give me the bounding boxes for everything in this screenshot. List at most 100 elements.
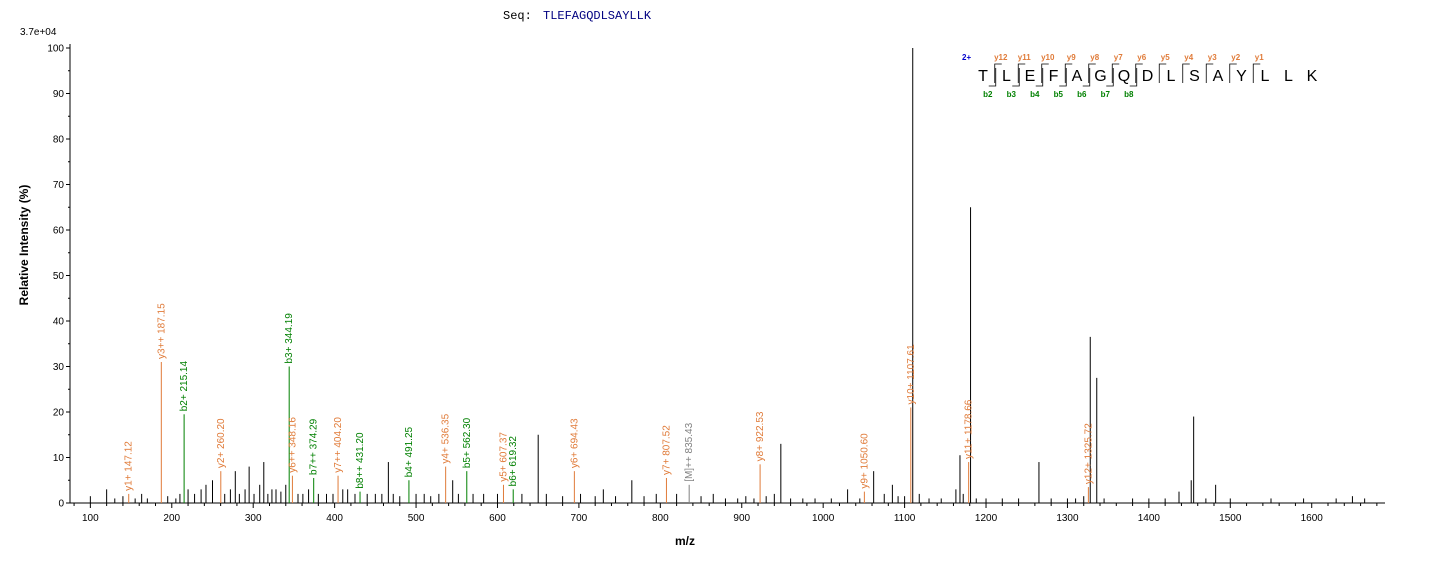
x-tick-label: 700 <box>571 513 588 524</box>
y-fragment-bracket <box>1205 63 1214 83</box>
peak-annotation: y5+ 607.37 <box>498 432 509 482</box>
y-tick-label: 70 <box>53 180 65 191</box>
peaks-layer <box>89 48 1366 503</box>
sequence-residue: E <box>1025 68 1036 85</box>
sequence-residue: Q <box>1118 68 1130 85</box>
b-fragment-label: b7 <box>1101 90 1111 99</box>
y-tick-label: 90 <box>53 89 65 100</box>
b-fragment-bracket <box>1035 68 1044 87</box>
x-tick-label: 900 <box>733 513 750 524</box>
peak-annotation: y6++ 348.16 <box>287 417 298 473</box>
peak-annotation: y9+ 1050.60 <box>859 433 870 489</box>
x-tick-label: 1500 <box>1219 513 1242 524</box>
x-tick-label: 1600 <box>1301 513 1324 524</box>
y-tick-label: 40 <box>53 317 65 328</box>
peak-annotation: y11+ 1178.66 <box>964 399 975 459</box>
seq-value: TLEFAGQDLSAYLLK <box>543 9 652 23</box>
x-tick-label: 200 <box>163 513 180 524</box>
y-fragment-bracket <box>1017 63 1026 83</box>
b-fragment-bracket <box>988 68 997 87</box>
y-tick-label: 60 <box>53 226 65 237</box>
sequence-residue: T <box>978 68 988 85</box>
x-tick-label: 400 <box>326 513 343 524</box>
y-fragment-bracket <box>1182 63 1190 83</box>
y-fragment-label: y8 <box>1090 53 1099 62</box>
peak-annotation: y1+ 147.12 <box>124 441 135 491</box>
y-tick-label: 0 <box>58 499 64 510</box>
sequence-residue: A <box>1072 68 1083 85</box>
peak-annotation: y10+ 1107.61 <box>906 344 917 405</box>
y-tick-label: 10 <box>53 453 65 464</box>
y-fragment-bracket <box>1111 63 1120 83</box>
b-fragment-bracket <box>1082 68 1091 87</box>
y-fragment-bracket <box>1252 63 1261 83</box>
x-tick-label: 500 <box>408 513 425 524</box>
max-intensity-label: 3.7e+04 <box>20 27 57 38</box>
y-fragment-label: y11 <box>1018 53 1031 62</box>
y-fragment-label: y3 <box>1208 53 1217 62</box>
y-fragment-bracket <box>994 63 1002 83</box>
y-fragment-bracket <box>1064 63 1073 83</box>
y-fragment-bracket <box>1041 63 1049 83</box>
y-fragment-label: y10 <box>1041 53 1055 62</box>
y-fragment-label: y5 <box>1161 53 1170 62</box>
b-fragment-bracket <box>1012 68 1020 87</box>
sequence-residue: L <box>1002 68 1011 85</box>
y-fragment-label: y12 <box>994 53 1008 62</box>
peak-annotation: y2+ 260.20 <box>216 418 227 468</box>
b-fragment-label: b8 <box>1124 90 1134 99</box>
y-fragment-bracket <box>1135 63 1143 83</box>
peak-annotation: y4+ 536.35 <box>441 413 452 463</box>
peak-annotation: y12+ 1325.72 <box>1083 423 1094 484</box>
sequence-residue: K <box>1307 68 1318 85</box>
peak-annotation: y8+ 922.53 <box>755 411 766 461</box>
y-tick-label: 80 <box>53 135 65 146</box>
y-fragment-label: y9 <box>1067 53 1076 62</box>
y-tick-label: 20 <box>53 408 65 419</box>
x-tick-label: 1300 <box>1056 513 1079 524</box>
b-fragment-label: b2 <box>983 90 993 99</box>
sequence-residue: S <box>1189 68 1200 85</box>
x-tick-label: 1200 <box>975 513 998 524</box>
peak-annotation: b6+ 619.32 <box>508 436 519 487</box>
axes-layer: 0 10 20 30 40 50 60 70 80 90 100 100 200 300 400 500 600… <box>47 44 1385 524</box>
x-tick-label: 100 <box>82 513 99 524</box>
y-fragment-bracket <box>1229 63 1237 83</box>
peak-annotation: b2+ 215.14 <box>179 361 190 412</box>
x-tick-label: 800 <box>652 513 669 524</box>
x-axis-title: m/z <box>675 534 695 548</box>
y-fragment-label: y4 <box>1184 53 1193 62</box>
b-fragment-bracket <box>1059 68 1067 87</box>
y-fragment-label: y6 <box>1137 53 1146 62</box>
sequence-residue: D <box>1142 68 1154 85</box>
b-fragment-bracket <box>1129 68 1138 87</box>
peak-annotation: b4+ 491.25 <box>404 426 415 477</box>
sequence-residue: L <box>1284 68 1293 85</box>
y-fragment-bracket <box>1088 63 1096 83</box>
x-tick-label: 1000 <box>812 513 835 524</box>
x-tick-label: 1100 <box>894 513 916 524</box>
b-fragment-label: b6 <box>1077 90 1087 99</box>
y-tick-label: 100 <box>47 44 64 55</box>
y-tick-label: 30 <box>53 362 65 373</box>
peak-annotation: y7++ 404.20 <box>333 417 344 473</box>
sequence-residue: F <box>1049 68 1059 85</box>
peak-annotation: y3++ 187.15 <box>156 303 167 359</box>
peak-annotation: b8++ 431.20 <box>355 432 366 489</box>
annotations-layer: y1+ 147.12 y3++ 187.15 b2+ 215.14 y2+ 260.2… <box>124 303 1095 491</box>
x-tick-label: 1400 <box>1138 513 1161 524</box>
y-fragment-label: y7 <box>1114 53 1123 62</box>
peak-annotation: b7++ 374.29 <box>309 418 320 475</box>
seq-label: Seq: <box>503 9 532 23</box>
sequence-residue: L <box>1261 68 1270 85</box>
b-fragment-bracket <box>1106 68 1114 87</box>
y-fragment-label: y2 <box>1231 53 1240 62</box>
y-tick-label: 50 <box>53 271 65 282</box>
peak-annotation: b5+ 562.30 <box>462 417 473 468</box>
charge-state: 2+ <box>962 53 971 62</box>
peak-annotation: [M]++ 835.43 <box>684 422 695 481</box>
b-fragment-label: b3 <box>1007 90 1017 99</box>
peak-annotation: b3+ 344.19 <box>284 313 295 364</box>
